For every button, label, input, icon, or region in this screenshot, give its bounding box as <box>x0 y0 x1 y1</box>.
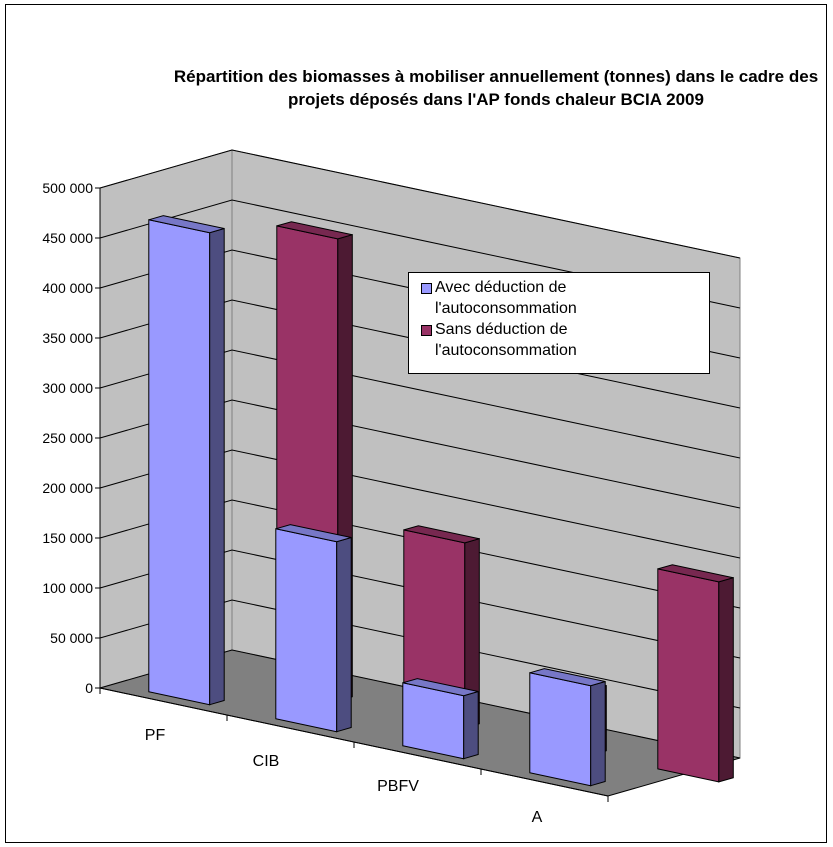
gridline <box>99 599 741 709</box>
x-tick-label: CIB <box>253 753 280 770</box>
bar-front <box>148 219 211 706</box>
legend-item-avec: Avec déduction de l'autoconsommation <box>421 277 705 319</box>
bar-side <box>209 227 225 706</box>
gridline <box>99 149 741 259</box>
bar-front <box>275 528 338 733</box>
legend-swatch-avec <box>421 283 432 294</box>
bar-top <box>403 525 480 544</box>
bar-front <box>529 672 592 787</box>
bar-top <box>276 221 353 240</box>
bar-side <box>463 690 479 760</box>
y-tick-label: 400 000 <box>42 280 93 296</box>
chart-legend: Avec déduction de l'autoconsommation San… <box>408 272 710 374</box>
legend-label-avec: Avec déduction de l'autoconsommation <box>435 279 577 317</box>
legend-label-sans: Sans déduction de l'autoconsommation <box>435 321 577 359</box>
x-tick-label: PF <box>145 727 166 744</box>
bar-top <box>529 668 606 687</box>
y-tick-label: 100 000 <box>42 580 93 596</box>
bar-top <box>402 678 479 697</box>
y-tick-label: 250 000 <box>42 430 93 446</box>
bar-front <box>657 568 720 783</box>
x-tick-label: PBFV <box>377 778 419 795</box>
bar-side <box>336 536 352 733</box>
bar-top <box>275 524 352 543</box>
gridline <box>99 499 741 609</box>
y-tick-label: 0 <box>85 680 93 696</box>
y-tick-label: 200 000 <box>42 480 93 496</box>
gridline <box>99 399 741 509</box>
y-tick-label: 50 000 <box>50 630 93 646</box>
y-tick-label: 450 000 <box>42 230 93 246</box>
bar-top <box>657 564 734 583</box>
y-tick-label: 300 000 <box>42 380 93 396</box>
legend-swatch-sans <box>421 325 432 336</box>
y-tick-label: 150 000 <box>42 530 93 546</box>
y-tick-label: 500 000 <box>42 180 93 196</box>
x-tick-label: A <box>532 809 543 826</box>
chart-title: Répartition des biomasses à mobiliser an… <box>173 67 819 109</box>
legend-item-sans: Sans déduction de l'autoconsommation <box>421 319 705 361</box>
gridline <box>99 549 741 659</box>
bar-side <box>590 680 606 787</box>
y-tick-label: 350 000 <box>42 330 93 346</box>
gridline <box>99 449 741 559</box>
bar-top <box>148 215 225 234</box>
bar-side <box>718 577 734 783</box>
gridline <box>99 349 741 459</box>
